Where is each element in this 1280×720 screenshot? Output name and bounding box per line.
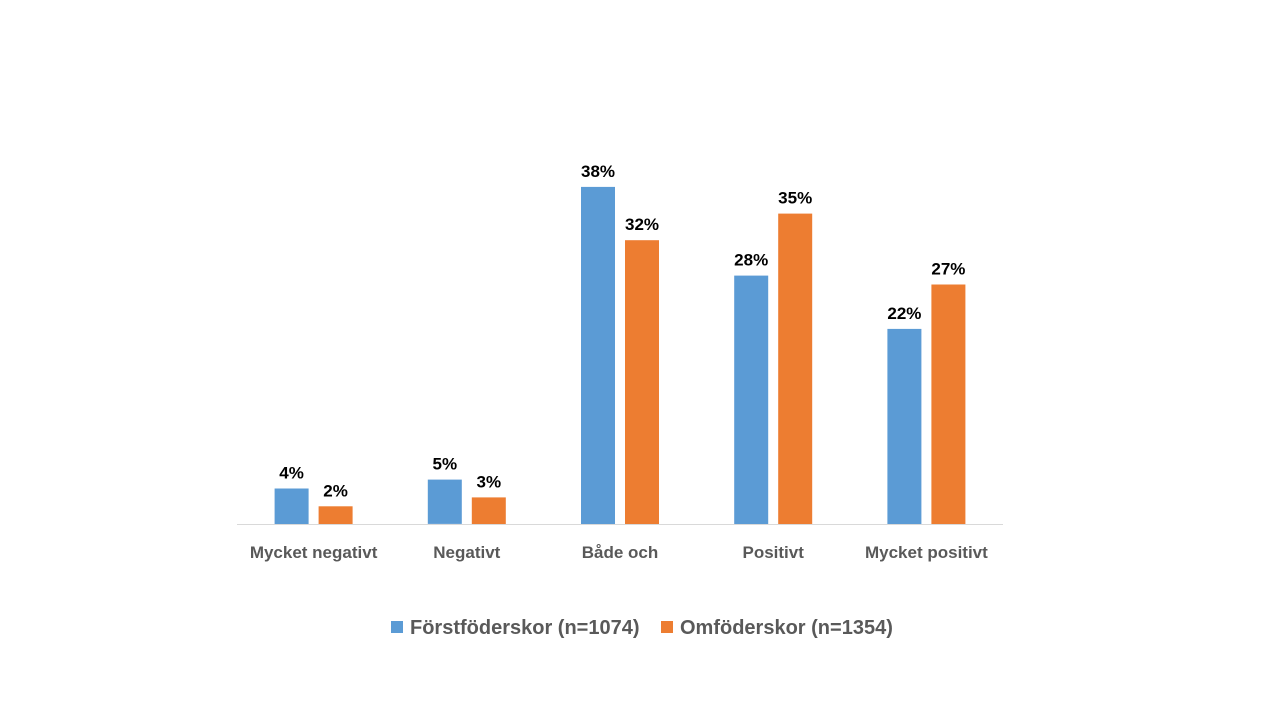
legend: Förstföderskor (n=1074) Omföderskor (n=13… <box>391 617 893 639</box>
data-label: 2% <box>323 481 348 500</box>
bar-chart: 4% 2% 5% 3% 38% 32% 28% 35% 22% 27% Mycket negati… <box>0 0 1280 720</box>
data-label: 4% <box>279 464 304 483</box>
bar-1-4 <box>734 276 768 524</box>
bar-1-5 <box>887 329 921 524</box>
data-label: 22% <box>887 304 921 323</box>
data-label: 38% <box>581 162 615 181</box>
data-label: 35% <box>778 189 812 208</box>
bar-2-3 <box>625 240 659 524</box>
bar-1-1 <box>275 489 309 525</box>
bar-2-4 <box>778 214 812 524</box>
data-label: 3% <box>477 472 502 491</box>
legend-swatch <box>661 621 673 633</box>
bar-2-1 <box>319 506 353 524</box>
legend-item: Förstföderskor (n=1074) <box>391 617 640 639</box>
bar-1-2 <box>428 480 462 524</box>
bars-layer <box>275 187 966 524</box>
legend-item: Omföderskor (n=1354) <box>661 617 893 639</box>
category-label: Mycket positivt <box>865 543 988 562</box>
data-label: 32% <box>625 215 659 234</box>
data-label: 28% <box>734 251 768 270</box>
data-labels-layer: 4% 2% 5% 3% 38% 32% 28% 35% 22% 27% <box>279 162 965 500</box>
legend-swatch <box>391 621 403 633</box>
category-label: Mycket negativt <box>250 543 378 562</box>
category-label: Positivt <box>742 543 804 562</box>
data-label: 5% <box>433 455 458 474</box>
legend-label: Förstföderskor (n=1074) <box>410 617 640 639</box>
bar-2-5 <box>931 285 965 525</box>
legend-label: Omföderskor (n=1354) <box>680 617 893 639</box>
bar-1-3 <box>581 187 615 524</box>
bar-2-2 <box>472 497 506 524</box>
data-label: 27% <box>931 260 965 279</box>
category-label: Både och <box>582 543 659 562</box>
category-label: Negativt <box>433 543 500 562</box>
category-labels-layer: Mycket negativt Negativt Både och Positivt M… <box>250 543 988 562</box>
